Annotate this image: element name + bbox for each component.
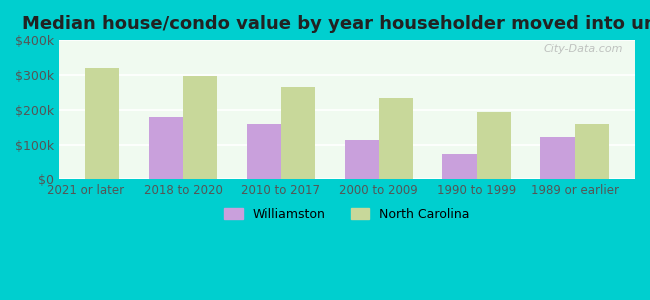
Title: Median house/condo value by year householder moved into unit: Median house/condo value by year househo…: [22, 15, 650, 33]
Bar: [575, 124, 609, 179]
Bar: [85, 68, 120, 179]
Bar: [476, 112, 511, 179]
Bar: [344, 140, 379, 179]
Bar: [149, 117, 183, 179]
Bar: [379, 98, 413, 179]
Bar: [183, 76, 217, 179]
Legend: Williamston, North Carolina: Williamston, North Carolina: [219, 203, 475, 226]
Bar: [281, 87, 315, 179]
Bar: [443, 154, 476, 179]
Bar: [246, 124, 281, 179]
Bar: [540, 136, 575, 179]
Text: City-Data.com: City-Data.com: [544, 44, 623, 54]
